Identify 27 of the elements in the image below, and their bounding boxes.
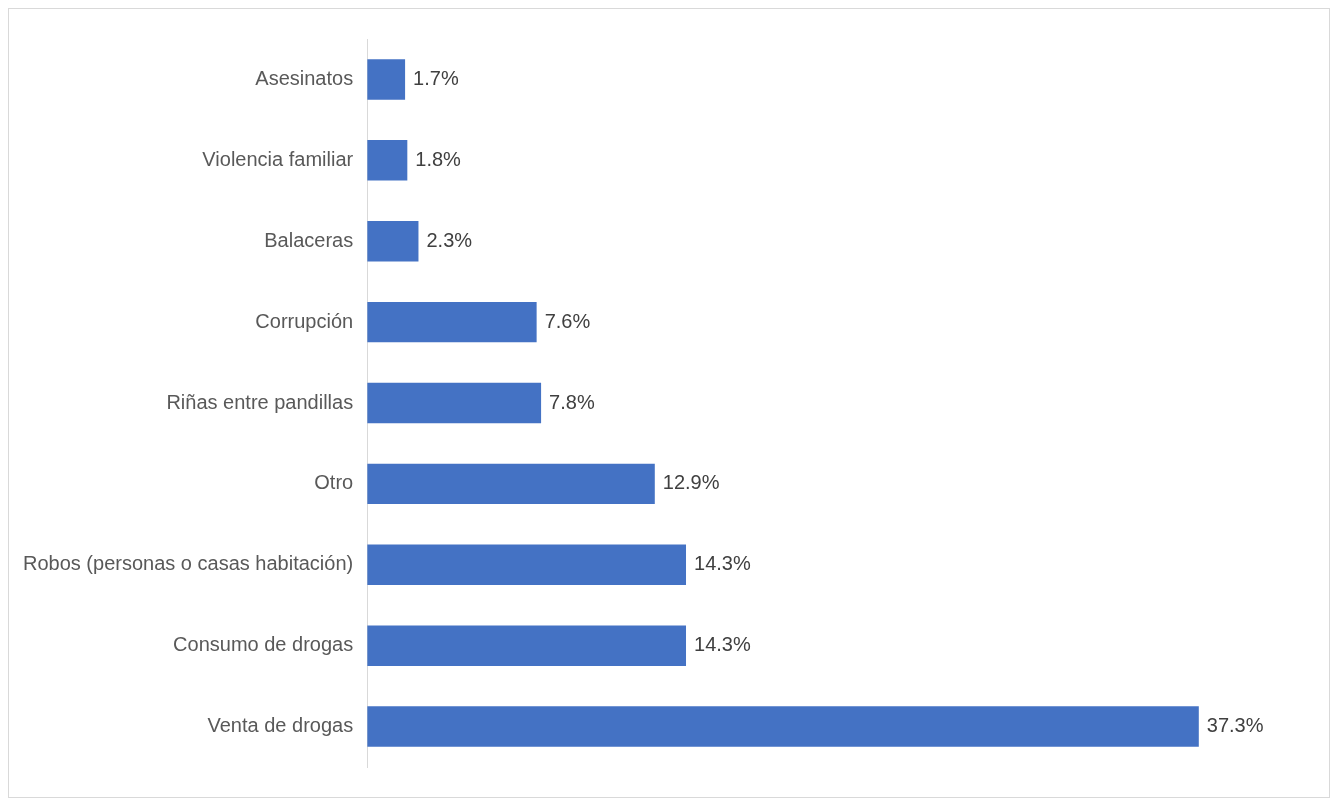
y-tick-label: Consumo de drogas (173, 633, 354, 656)
y-tick-label: Venta de drogas (207, 714, 354, 737)
data-label: 1.8% (415, 147, 462, 170)
y-tick-label: Balaceras (264, 228, 354, 251)
data-label: 1.7% (413, 66, 459, 89)
bar (367, 544, 687, 585)
bar (367, 221, 419, 262)
data-label: 37.3% (1206, 714, 1264, 737)
y-tick-label: Otro (314, 471, 354, 494)
y-tick-label: Violencia familiar (202, 147, 354, 170)
data-label: 7.8% (549, 390, 595, 413)
data-label: 14.3% (694, 552, 751, 575)
y-tick-label: Asesinatos (255, 66, 354, 89)
bar (367, 301, 537, 343)
bar (367, 463, 655, 505)
y-tick-label: Corrupción (255, 309, 354, 332)
y-tick-label: Robos (personas o casas habitación) (23, 552, 354, 575)
data-label: 7.6% (544, 309, 591, 332)
bar (367, 706, 1199, 747)
y-tick-label: Riñas entre pandillas (166, 390, 354, 413)
data-label: 2.3% (426, 228, 473, 251)
bar (367, 140, 408, 181)
data-label: 14.3% (694, 633, 751, 656)
bar (367, 382, 542, 424)
data-label: 12.9% (662, 471, 720, 494)
bar (367, 59, 406, 100)
bar (367, 625, 687, 666)
